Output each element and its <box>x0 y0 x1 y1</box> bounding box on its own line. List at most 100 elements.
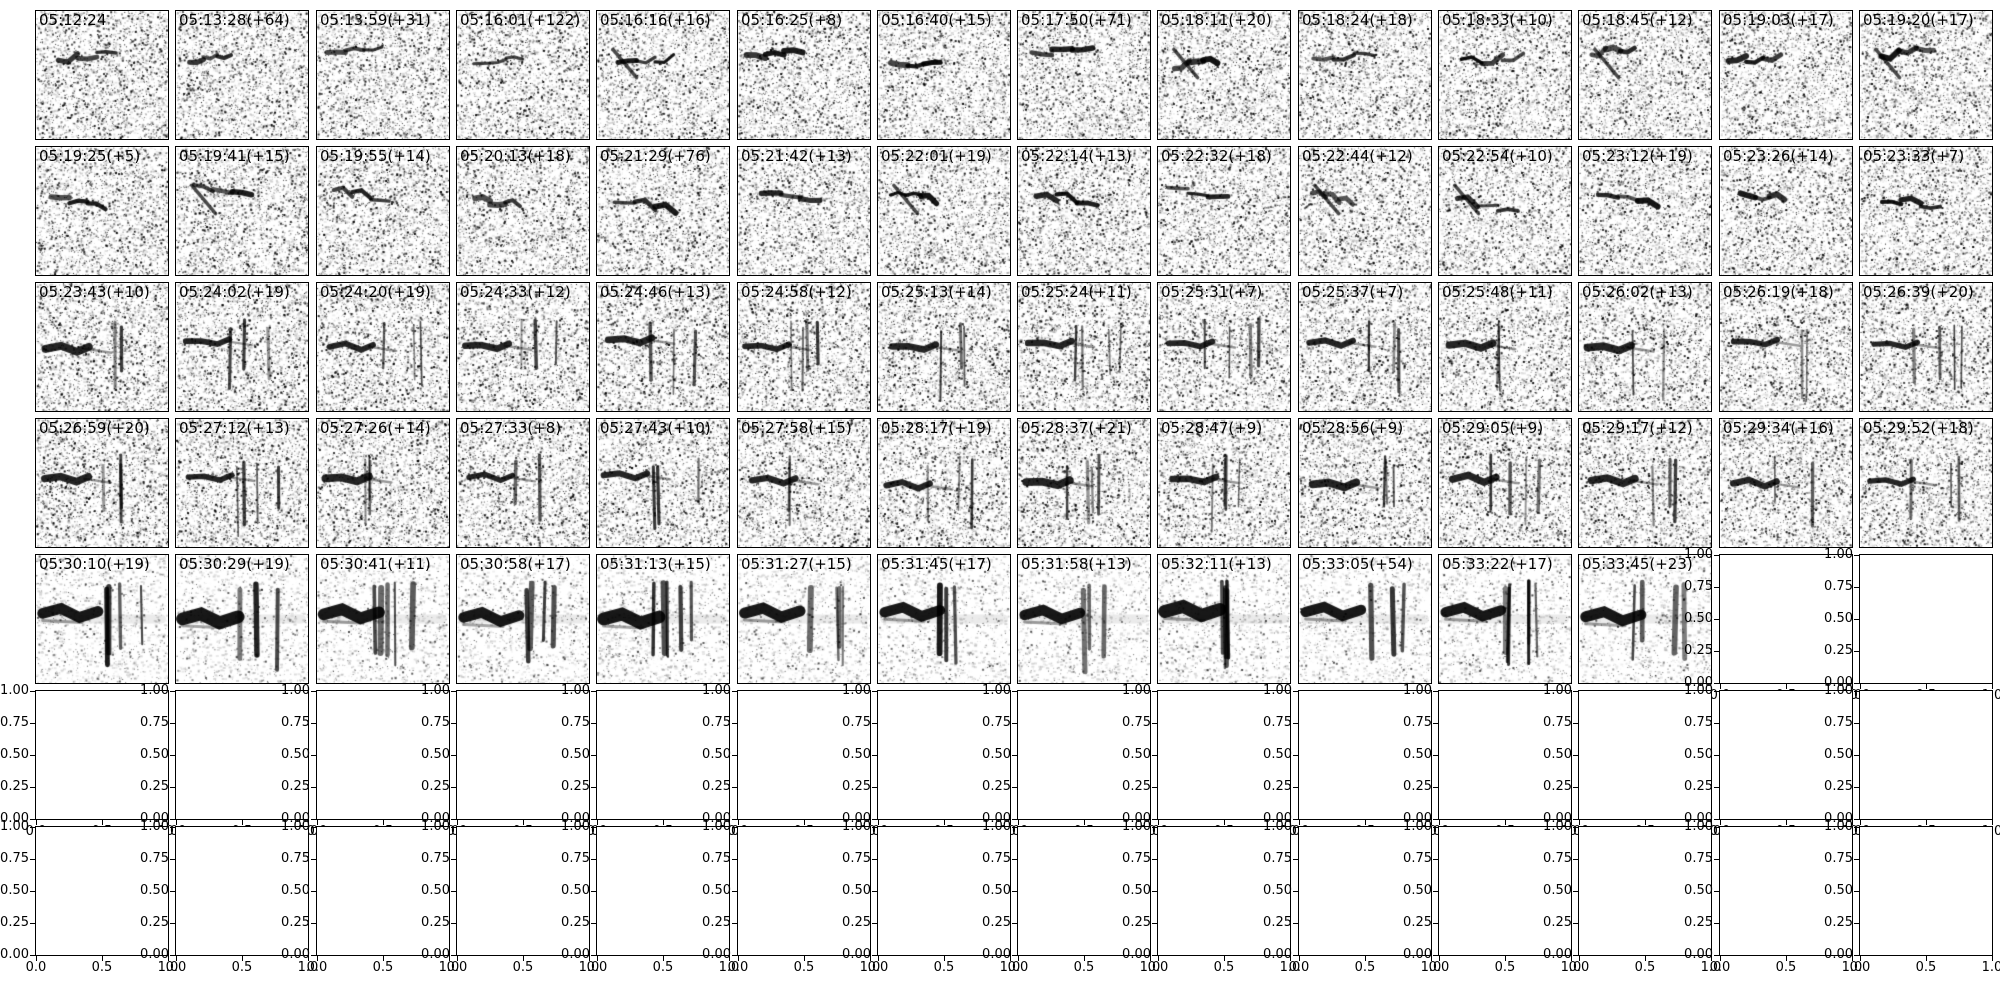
x-tick-mark <box>1150 820 1151 825</box>
panel-title: 05:24:46(+13) <box>600 283 711 301</box>
y-tick-label: 0.25 <box>1824 915 1853 930</box>
y-tick-label: 0.00 <box>1824 947 1853 962</box>
y-tick-label: 1.00 <box>140 683 169 698</box>
y-tick-mark <box>1433 723 1438 724</box>
x-tick-mark <box>878 820 879 825</box>
panel-title: 05:31:45(+17) <box>881 555 992 573</box>
y-tick-label: 0.75 <box>1263 715 1292 730</box>
x-tick-label: 1.0 <box>297 960 319 975</box>
x-tick-label: 1.0 <box>1700 960 1722 975</box>
y-tick-label: 0.50 <box>982 883 1011 898</box>
spectrogram-panel: 05:30:41(+11) <box>316 554 450 684</box>
x-tick-label: 0.0 <box>867 960 889 975</box>
y-tick-mark <box>1012 819 1017 820</box>
y-tick-mark <box>1152 755 1157 756</box>
x-tick-mark <box>1431 956 1432 961</box>
x-tick-mark <box>804 956 805 961</box>
y-tick-label: 1.00 <box>561 819 590 834</box>
spectrogram-image <box>1299 419 1431 547</box>
spectrogram-panel: 05:27:26(+14) <box>316 418 450 548</box>
spectrogram-image <box>738 147 870 275</box>
y-tick-label: 0.75 <box>702 851 731 866</box>
spectrogram-panel: 05:29:52(+18) <box>1859 418 1993 548</box>
panel-title: 05:22:44(+12) <box>1302 147 1413 165</box>
spectrogram-image <box>1018 11 1150 139</box>
panel-title: 05:19:41(+15) <box>179 147 290 165</box>
y-tick-mark <box>1714 819 1719 820</box>
y-tick-label: 0.50 <box>702 747 731 762</box>
y-tick-label: 0.75 <box>1684 579 1713 594</box>
x-tick-mark <box>1926 684 1927 689</box>
x-tick-mark <box>1224 956 1225 961</box>
x-tick-mark <box>738 956 739 961</box>
panel-title: 05:22:32(+18) <box>1161 147 1272 165</box>
y-tick-label: 0.75 <box>842 851 871 866</box>
x-tick-mark <box>383 956 384 961</box>
y-tick-label: 0.75 <box>1263 851 1292 866</box>
y-tick-mark <box>872 891 877 892</box>
spectrogram-panel: 05:30:10(+19) <box>35 554 169 684</box>
y-tick-mark <box>872 819 877 820</box>
y-tick-label: 0.75 <box>281 851 310 866</box>
x-tick-label: 1.0 <box>438 960 460 975</box>
x-tick-mark <box>1711 820 1712 825</box>
y-tick-label: 1.00 <box>281 819 310 834</box>
y-tick-label: 1.00 <box>1403 819 1432 834</box>
y-tick-mark <box>30 923 35 924</box>
y-tick-label: 0.00 <box>561 947 590 962</box>
x-tick-label: 1.0 <box>157 960 179 975</box>
spectrogram-panel: 05:24:33(+12) <box>456 282 590 412</box>
y-tick-label: 1.00 <box>0 819 29 834</box>
x-tick-mark <box>168 956 169 961</box>
y-tick-label: 0.25 <box>982 779 1011 794</box>
panel-title: 05:27:26(+14) <box>320 419 431 437</box>
y-tick-mark <box>1433 923 1438 924</box>
spectrogram-image <box>317 283 449 411</box>
y-tick-label: 0.25 <box>140 779 169 794</box>
x-tick-label: 0.0 <box>165 960 187 975</box>
x-tick-label: 0.5 <box>652 960 674 975</box>
y-tick-label: 0.25 <box>1543 779 1572 794</box>
y-tick-label: 0.00 <box>1684 811 1713 826</box>
y-tick-mark <box>1012 755 1017 756</box>
y-tick-label: 0.50 <box>1684 883 1713 898</box>
spectrogram-panel: 05:33:45(+23) <box>1578 554 1712 684</box>
x-tick-mark <box>1084 820 1085 825</box>
spectrogram-panel: 05:26:59(+20) <box>35 418 169 548</box>
y-tick-label: 1.00 <box>1684 683 1713 698</box>
spectrogram-image <box>36 419 168 547</box>
y-tick-label: 0.50 <box>1263 747 1292 762</box>
y-tick-mark <box>451 827 456 828</box>
y-tick-label: 0.75 <box>1824 851 1853 866</box>
spectrogram-image <box>176 11 308 139</box>
spectrogram-panel: 05:23:26(+14) <box>1719 146 1853 276</box>
y-tick-label: 0.25 <box>1403 779 1432 794</box>
x-tick-mark <box>589 956 590 961</box>
panel-title: 05:31:13(+15) <box>600 555 711 573</box>
y-tick-label: 0.25 <box>1122 779 1151 794</box>
panel-title: 05:30:10(+19) <box>39 555 150 573</box>
spectrogram-image <box>1439 419 1571 547</box>
x-tick-mark <box>944 956 945 961</box>
y-tick-label: 0.75 <box>1543 715 1572 730</box>
y-tick-label: 0.00 <box>702 947 731 962</box>
y-tick-label: 0.50 <box>842 747 871 762</box>
y-tick-label: 1.00 <box>1122 819 1151 834</box>
y-tick-label: 0.75 <box>1122 715 1151 730</box>
x-tick-mark <box>1018 820 1019 825</box>
y-tick-label: 1.00 <box>421 683 450 698</box>
panel-title: 05:13:28(+64) <box>179 11 290 29</box>
y-tick-label: 1.00 <box>1824 819 1853 834</box>
spectrogram-panel: 05:21:42(+13) <box>737 146 871 276</box>
x-tick-mark <box>1299 956 1300 961</box>
x-tick-mark <box>1645 956 1646 961</box>
x-tick-mark <box>457 956 458 961</box>
y-tick-label: 0.00 <box>1543 947 1572 962</box>
spectrogram-panel: 05:19:41(+15) <box>175 146 309 276</box>
y-tick-mark <box>1714 859 1719 860</box>
